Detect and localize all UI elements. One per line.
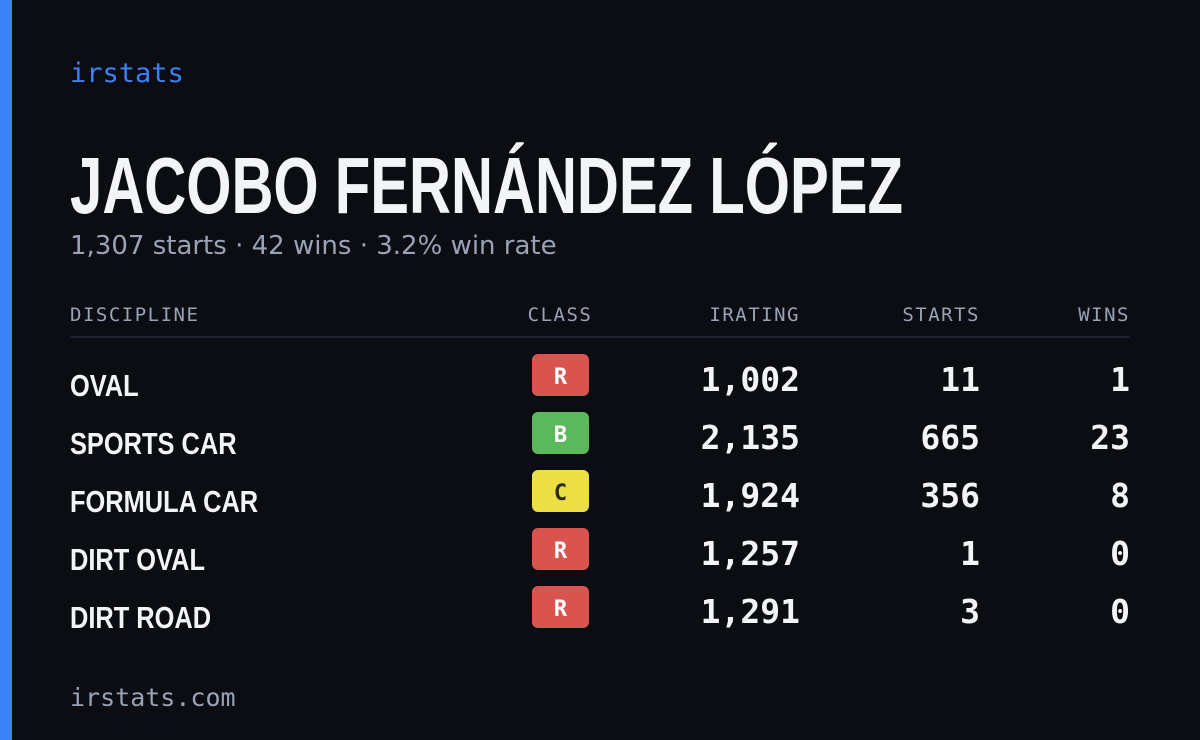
class-letter: B xyxy=(554,423,567,448)
discipline: SPORTS CAR xyxy=(70,427,237,462)
accent-bar xyxy=(0,0,12,740)
class-badge xyxy=(532,470,589,512)
column-header: WINS xyxy=(1078,304,1130,326)
irating: 1,002 xyxy=(701,360,800,399)
irating: 1,291 xyxy=(701,592,800,631)
class-badge xyxy=(532,354,589,396)
discipline: FORMULA CAR xyxy=(70,485,258,520)
wins: 23 xyxy=(1090,418,1130,457)
column-header: DISCIPLINE xyxy=(70,304,199,326)
class-badge xyxy=(532,586,589,628)
discipline: DIRT OVAL xyxy=(70,543,205,578)
wins: 0 xyxy=(1110,592,1130,631)
starts: 356 xyxy=(920,476,980,515)
player-summary: 1,307 starts · 42 wins · 3.2% win rate xyxy=(70,231,557,261)
class-letter: C xyxy=(554,481,567,506)
wins: 1 xyxy=(1110,360,1130,399)
class-letter: R xyxy=(554,597,568,622)
starts: 665 xyxy=(920,418,980,457)
class-badge xyxy=(532,412,589,454)
wins: 8 xyxy=(1110,476,1130,515)
class-badge xyxy=(532,528,589,570)
class-letter: R xyxy=(554,539,568,564)
wins: 0 xyxy=(1110,534,1130,573)
irating: 1,924 xyxy=(701,476,800,515)
discipline: OVAL xyxy=(70,369,139,404)
starts: 1 xyxy=(960,534,980,573)
starts: 11 xyxy=(940,360,980,399)
discipline: DIRT ROAD xyxy=(70,601,211,636)
column-header: CLASS xyxy=(528,304,593,326)
column-header: STARTS xyxy=(902,304,980,326)
player-name: JACOBO FERNÁNDEZ LÓPEZ xyxy=(70,141,903,230)
column-header: IRATING xyxy=(709,304,800,326)
class-letter: R xyxy=(554,365,568,390)
starts: 3 xyxy=(960,592,980,631)
brand: irstats xyxy=(70,58,184,89)
irating: 2,135 xyxy=(701,418,800,457)
footer: irstats.com xyxy=(70,683,236,712)
irating: 1,257 xyxy=(701,534,800,573)
